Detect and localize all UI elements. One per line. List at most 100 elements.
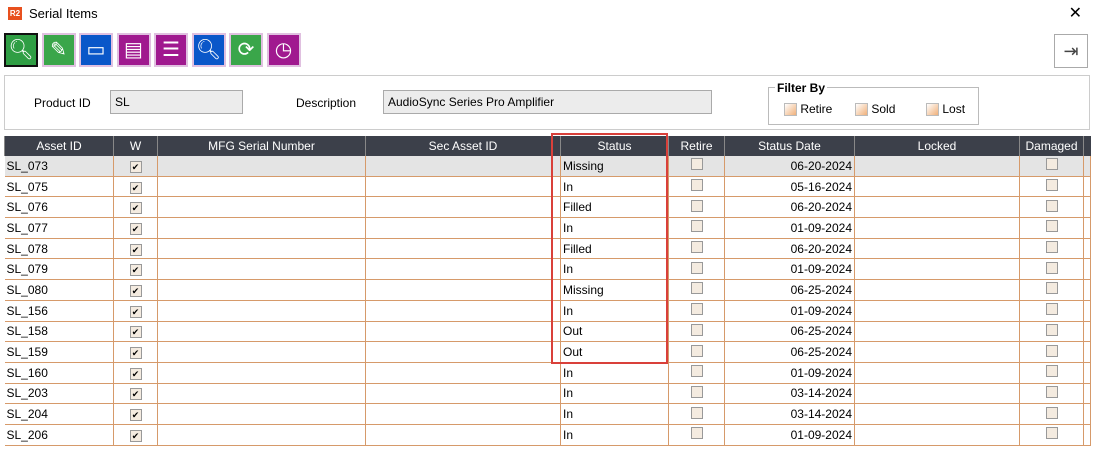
column-header[interactable]: MFG Serial Number	[157, 136, 366, 156]
checkbox[interactable]	[690, 323, 703, 336]
w-checkbox[interactable]: ✔	[113, 383, 158, 405]
column-header[interactable]: Retire	[668, 136, 725, 156]
checkbox[interactable]	[1045, 220, 1058, 233]
damaged-checkbox[interactable]	[1019, 196, 1084, 219]
damaged-checkbox[interactable]	[1019, 424, 1084, 446]
checkbox[interactable]	[690, 385, 703, 398]
damaged-checkbox[interactable]	[1019, 403, 1084, 425]
damaged-checkbox[interactable]	[1019, 238, 1084, 260]
table-row[interactable]: SL_079 ✔ In 01-09-2024	[4, 258, 1091, 281]
w-checkbox[interactable]: ✔	[113, 176, 158, 198]
w-checkbox[interactable]: ✔	[113, 217, 158, 239]
column-header[interactable]: Sec Asset ID	[365, 136, 561, 156]
report-hourglass-button[interactable]: ▤	[116, 33, 151, 67]
table-row[interactable]: SL_203 ✔ In 03-14-2024	[4, 383, 1091, 405]
checkbox[interactable]	[690, 344, 703, 357]
w-checkbox[interactable]: ✔	[113, 321, 158, 343]
retire-checkbox[interactable]	[668, 279, 725, 301]
w-checkbox[interactable]: ✔	[113, 279, 158, 301]
checkbox[interactable]	[1045, 427, 1058, 440]
table-row[interactable]: SL_206 ✔ In 01-09-2024	[4, 424, 1091, 446]
retire-checkbox[interactable]	[668, 424, 725, 446]
damaged-checkbox[interactable]	[1019, 156, 1084, 177]
column-header[interactable]: W	[113, 136, 158, 156]
table-row[interactable]: SL_160 ✔ In 01-09-2024	[4, 362, 1091, 384]
checkbox[interactable]	[1045, 323, 1058, 336]
damaged-checkbox[interactable]	[1019, 279, 1084, 301]
checkbox[interactable]	[690, 179, 703, 192]
checkbox[interactable]	[1045, 241, 1058, 254]
checkbox[interactable]	[1045, 199, 1058, 212]
checkbox[interactable]	[690, 406, 703, 419]
checkbox[interactable]	[1045, 282, 1058, 295]
exit-button[interactable]: ⇥	[1054, 34, 1088, 68]
refresh-button[interactable]: ⟳	[229, 33, 263, 67]
w-checkbox[interactable]: ✔	[113, 362, 158, 384]
damaged-checkbox[interactable]	[1019, 362, 1084, 384]
retire-checkbox[interactable]	[668, 383, 725, 405]
table-row[interactable]: SL_204 ✔ In 03-14-2024	[4, 403, 1091, 425]
w-checkbox[interactable]: ✔	[113, 341, 158, 363]
checkbox[interactable]	[1045, 365, 1058, 378]
w-checkbox[interactable]: ✔	[113, 403, 158, 425]
checkbox[interactable]	[1045, 179, 1058, 192]
checkbox[interactable]	[1045, 261, 1058, 274]
checkbox[interactable]	[1045, 303, 1058, 316]
damaged-checkbox[interactable]	[1019, 300, 1084, 322]
product-id-input[interactable]: SL	[110, 90, 243, 114]
checkbox[interactable]: ✔	[129, 243, 142, 256]
retire-checkbox[interactable]	[668, 321, 725, 343]
retire-checkbox[interactable]	[668, 403, 725, 425]
w-checkbox[interactable]: ✔	[113, 258, 158, 281]
table-row[interactable]: SL_073 ✔ Missing 06-20-2024	[4, 156, 1091, 177]
checkbox[interactable]	[1045, 406, 1058, 419]
table-row[interactable]: SL_076 ✔ Filled 06-20-2024	[4, 196, 1091, 219]
damaged-checkbox[interactable]	[1019, 341, 1084, 363]
retire-checkbox[interactable]	[668, 362, 725, 384]
filter-sold[interactable]: Sold	[855, 102, 895, 117]
pencil-button[interactable]: ✎	[41, 33, 76, 67]
column-header[interactable]: Damaged	[1019, 136, 1084, 156]
checkbox[interactable]	[690, 365, 703, 378]
retire-checkbox[interactable]	[668, 300, 725, 322]
retire-checkbox[interactable]	[668, 176, 725, 198]
retire-checkbox[interactable]	[668, 238, 725, 260]
w-checkbox[interactable]: ✔	[113, 424, 158, 446]
retire-checkbox[interactable]	[668, 156, 725, 177]
checkbox[interactable]: ✔	[129, 202, 142, 215]
description-input[interactable]: AudioSync Series Pro Amplifier	[383, 90, 712, 114]
checkbox[interactable]	[690, 199, 703, 212]
checkbox[interactable]: ✔	[129, 284, 142, 297]
checkbox[interactable]: ✔	[129, 409, 142, 422]
retire-checkbox[interactable]	[668, 217, 725, 239]
retire-checkbox[interactable]	[668, 258, 725, 281]
checkbox[interactable]: ✔	[129, 388, 142, 401]
checkbox[interactable]	[1045, 385, 1058, 398]
filter-retire[interactable]: Retire	[784, 102, 832, 117]
checkbox[interactable]	[690, 220, 703, 233]
column-header[interactable]: Status Date	[724, 136, 855, 156]
checkbox[interactable]	[690, 303, 703, 316]
checkbox[interactable]: ✔	[129, 222, 142, 235]
damaged-checkbox[interactable]	[1019, 258, 1084, 281]
column-header[interactable]: Asset ID	[4, 136, 114, 156]
checkbox[interactable]: ✔	[129, 347, 142, 360]
table-row[interactable]: SL_156 ✔ In 01-09-2024	[4, 300, 1091, 322]
retire-checkbox[interactable]	[668, 196, 725, 219]
damaged-checkbox[interactable]	[1019, 383, 1084, 405]
battery-button[interactable]: ▭	[79, 33, 113, 67]
table-row[interactable]: SL_159 ✔ Out 06-25-2024	[4, 341, 1091, 363]
table-row[interactable]: SL_078 ✔ Filled 06-20-2024	[4, 238, 1091, 260]
checkbox[interactable]	[690, 241, 703, 254]
retire-checkbox[interactable]	[668, 341, 725, 363]
search-button[interactable]: 🔍︎	[191, 33, 226, 67]
column-header[interactable]: Status	[560, 136, 669, 156]
checkbox[interactable]: ✔	[129, 326, 142, 339]
checkbox[interactable]	[1045, 158, 1058, 171]
table-row[interactable]: SL_080 ✔ Missing 06-25-2024	[4, 279, 1091, 301]
checkbox[interactable]: ✔	[129, 181, 142, 194]
table-row[interactable]: SL_077 ✔ In 01-09-2024	[4, 217, 1091, 239]
checkbox[interactable]	[690, 261, 703, 274]
filter-lost[interactable]: Lost	[926, 102, 965, 117]
close-icon[interactable]: ✕	[1068, 5, 1082, 22]
